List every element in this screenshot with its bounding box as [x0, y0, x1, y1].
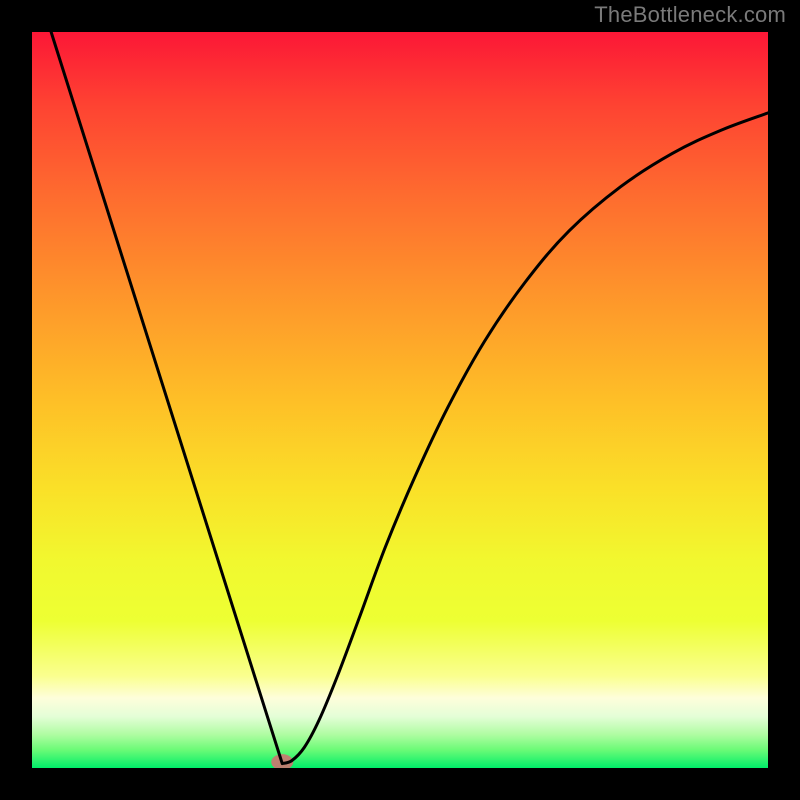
watermark-text: TheBottleneck.com: [594, 2, 786, 28]
chart-svg: [32, 32, 768, 768]
plot-area: [32, 32, 768, 768]
gradient-background: [32, 32, 768, 768]
chart-frame: TheBottleneck.com: [0, 0, 800, 800]
